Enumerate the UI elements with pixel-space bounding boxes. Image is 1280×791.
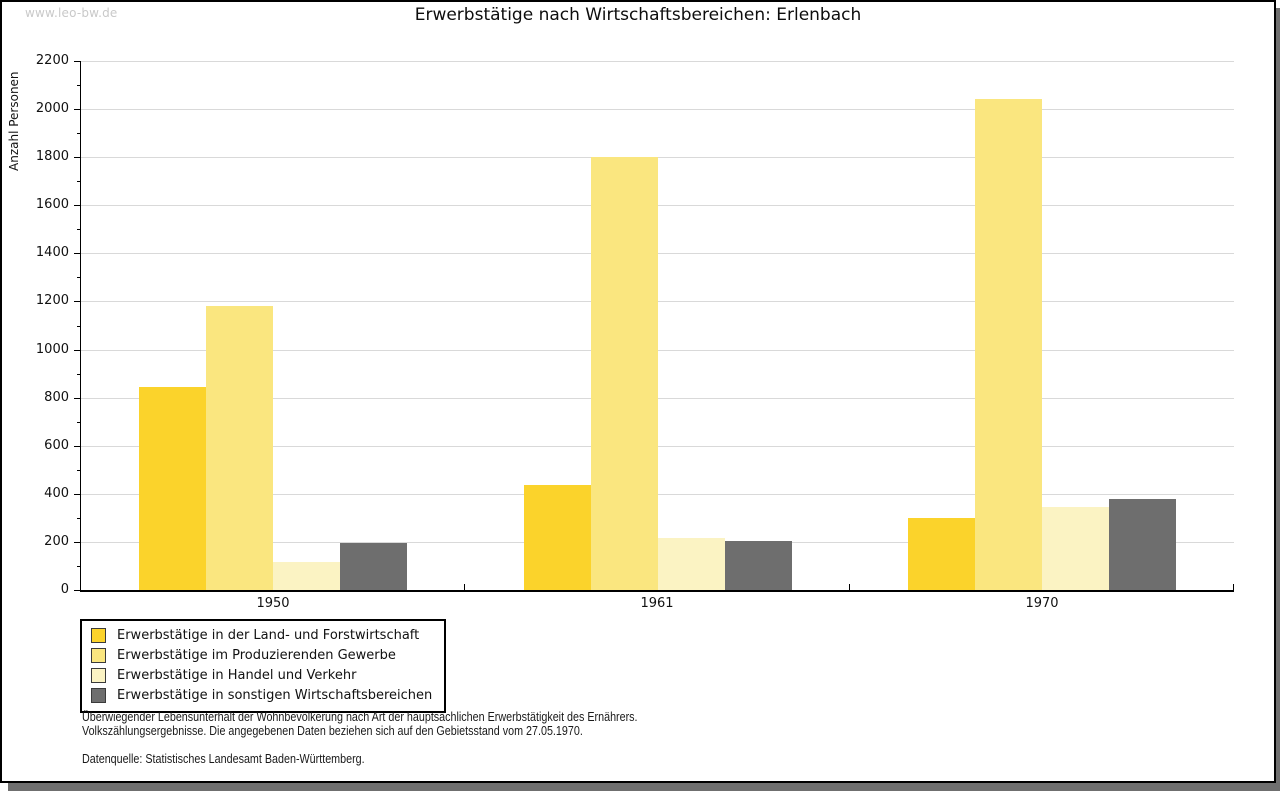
bar-1950-s3: [273, 562, 340, 590]
y-tick-1000: [74, 350, 80, 351]
bar-1950-s1: [139, 387, 206, 590]
y-tick-1200: [74, 301, 80, 302]
bar-1970-s3: [1042, 507, 1109, 590]
x-tick-label-1961: 1961: [640, 596, 674, 611]
legend-item-2: Erwerbstätige im Produzierenden Gewerbe: [91, 645, 432, 665]
legend-rows: Erwerbstätige in der Land- und Forstwirt…: [91, 625, 432, 705]
y-tick-0: [74, 590, 80, 591]
y-tick-minor-1900: [77, 133, 80, 134]
y-tick-label-1200: 1200: [35, 293, 69, 308]
legend-label: Erwerbstätige im Produzierenden Gewerbe: [117, 647, 396, 663]
data-source-text: Datenquelle: Statistisches Landesamt Bad…: [82, 752, 365, 766]
y-tick-minor-2100: [77, 85, 80, 86]
y-tick-1600: [74, 205, 80, 206]
legend-label: Erwerbstätige in Handel und Verkehr: [117, 667, 357, 683]
y-tick-label-600: 600: [44, 438, 69, 453]
legend-item-3: Erwerbstätige in Handel und Verkehr: [91, 665, 432, 685]
legend-item-1: Erwerbstätige in der Land- und Forstwirt…: [91, 625, 432, 645]
bar-1970-s4: [1109, 499, 1176, 590]
y-tick-label-800: 800: [44, 390, 69, 405]
legend-item-4: Erwerbstätige in sonstigen Wirtschaftsbe…: [91, 685, 432, 705]
y-tick-label-1400: 1400: [35, 245, 69, 260]
x-axis-tick-3: [1233, 584, 1234, 590]
bar-1961-s4: [725, 541, 792, 590]
y-tick-1400: [74, 253, 80, 254]
watermark-leo-bw: www.leo-bw.de: [25, 6, 118, 20]
x-axis-tick-1: [464, 584, 465, 590]
legend-label: Erwerbstätige in der Land- und Forstwirt…: [117, 627, 420, 643]
y-tick-label-200: 200: [44, 534, 69, 549]
legend-box: Erwerbstätige in der Land- und Forstwirt…: [80, 619, 447, 713]
legend-swatch-icon: [91, 647, 106, 663]
y-tick-minor-900: [77, 374, 80, 375]
y-tick-400: [74, 494, 80, 495]
x-tick-label-1950: 1950: [256, 596, 290, 611]
bar-1950-s4: [340, 543, 407, 590]
legend-swatch-icon: [91, 687, 106, 703]
footnote-line-2: Volkszählungsergebnisse. Die angegebenen…: [82, 723, 583, 738]
y-tick-200: [74, 542, 80, 543]
x-axis-tick-2: [849, 584, 850, 590]
plot-area: 0 200 400 600 800 1000 1200 1400 1600 1800 2000 220…: [36, 53, 1234, 611]
bar-1961-s3: [658, 538, 725, 590]
y-tick-label-400: 400: [44, 486, 69, 501]
y-tick-2200: [74, 61, 80, 62]
y-tick-2000: [74, 109, 80, 110]
y-tick-label-1000: 1000: [35, 342, 69, 357]
legend-swatch-icon: [91, 667, 106, 683]
legend-label: Erwerbstätige in sonstigen Wirtschaftsbe…: [117, 687, 433, 703]
bar-1961-s2: [591, 157, 658, 590]
y-tick-label-2200: 2200: [35, 53, 69, 68]
y-tick-minor-1700: [77, 181, 80, 182]
y-axis-title: Anzahl Personen: [7, 71, 21, 171]
y-tick-minor-500: [77, 470, 80, 471]
x-tick-label-1970: 1970: [1025, 596, 1059, 611]
y-tick-label-1800: 1800: [35, 149, 69, 164]
chart-title: Erwerbstätige nach Wirtschaftsbereichen:…: [414, 5, 862, 25]
y-tick-minor-100: [77, 566, 80, 567]
footnote-text: Überwiegender Lebensunterhalt der Wohnbe…: [82, 710, 638, 738]
y-tick-800: [74, 398, 80, 399]
gridline-2000: [81, 109, 1234, 110]
y-tick-minor-300: [77, 518, 80, 519]
y-tick-minor-1500: [77, 229, 80, 230]
y-tick-label-1600: 1600: [35, 197, 69, 212]
bar-1950-s2: [206, 306, 273, 590]
bar-1961-s1: [524, 485, 591, 590]
y-tick-minor-700: [77, 422, 80, 423]
y-tick-minor-1300: [77, 277, 80, 278]
y-tick-label-0: 0: [60, 582, 69, 597]
bar-1970-s1: [908, 518, 975, 590]
footnote-line-1: Überwiegender Lebensunterhalt der Wohnbe…: [82, 710, 638, 724]
y-tick-label-2000: 2000: [35, 101, 69, 116]
bar-1970-s2: [975, 99, 1042, 590]
y-tick-1800: [74, 157, 80, 158]
gridline-2200: [81, 61, 1234, 62]
y-tick-minor-1100: [77, 326, 80, 327]
legend-swatch-icon: [91, 627, 106, 643]
y-tick-600: [74, 446, 80, 447]
